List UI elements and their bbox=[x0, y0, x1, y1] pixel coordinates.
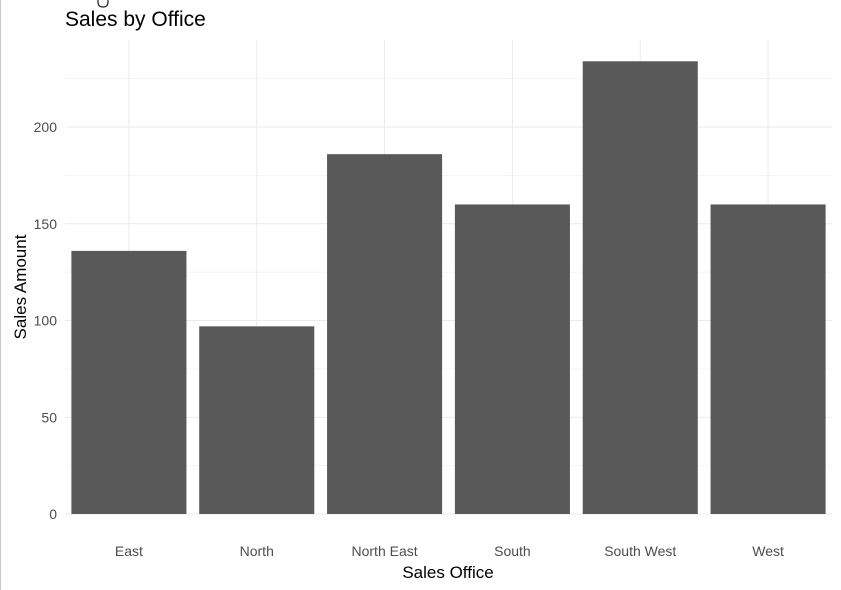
x-tick-label: East bbox=[115, 543, 143, 559]
x-tick-labels: East North North East South South West West bbox=[115, 543, 784, 559]
bar-west bbox=[710, 204, 826, 514]
x-tick-label: West bbox=[752, 543, 784, 559]
bar-south bbox=[454, 204, 570, 514]
y-tick-label: 0 bbox=[49, 506, 57, 522]
bar-north-east bbox=[327, 154, 443, 514]
bars bbox=[71, 61, 826, 515]
y-tick-label: 150 bbox=[34, 216, 58, 232]
x-tick-label: North bbox=[240, 543, 274, 559]
x-tick-label: North East bbox=[352, 543, 418, 559]
bar-north bbox=[199, 326, 315, 514]
y-tick-label: 50 bbox=[41, 409, 57, 425]
y-tick-label: 200 bbox=[34, 119, 58, 135]
y-tick-label: 100 bbox=[34, 313, 58, 329]
bar-east bbox=[71, 250, 187, 514]
x-tick-label: South bbox=[494, 543, 531, 559]
x-tick-label: South West bbox=[604, 543, 676, 559]
y-tick-labels: 0 50 100 150 200 bbox=[34, 119, 58, 522]
y-axis-title: Sales Amount bbox=[11, 234, 30, 339]
bar-south-west bbox=[582, 61, 698, 515]
x-axis-title: Sales Office bbox=[402, 563, 493, 582]
chart-title: Sales by Office bbox=[65, 8, 206, 31]
mouse-cursor-icon bbox=[97, 0, 109, 8]
